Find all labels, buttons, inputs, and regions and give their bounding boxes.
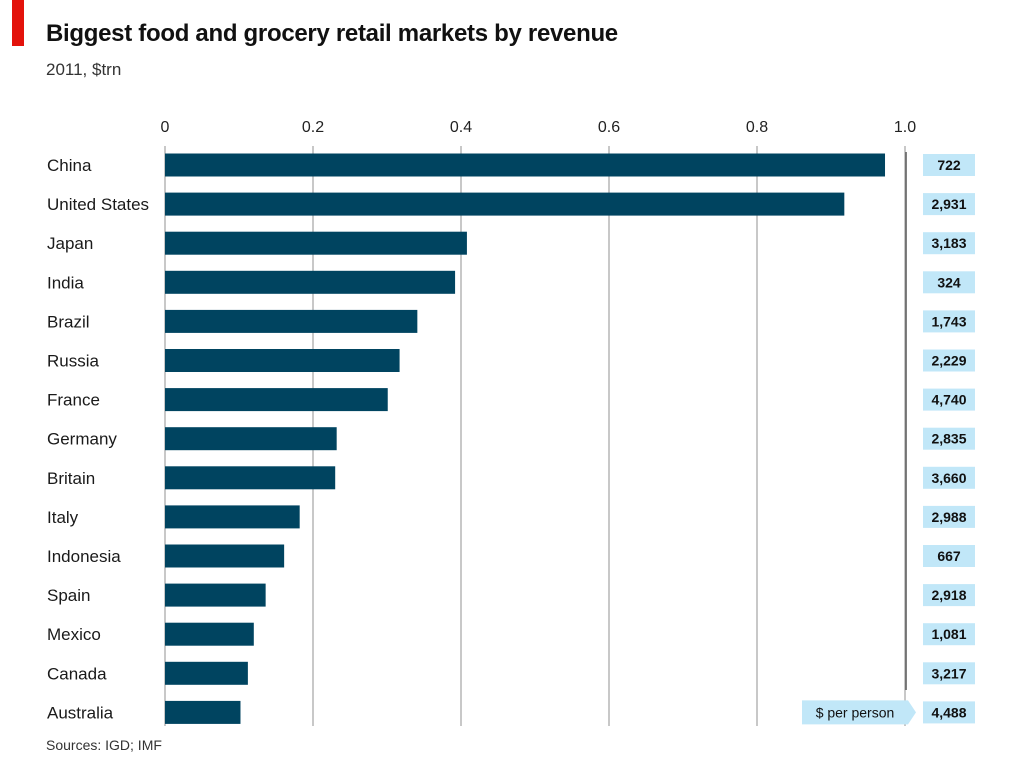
bar (165, 231, 467, 255)
per-person-box (923, 193, 975, 216)
bar (165, 466, 336, 490)
per-person-value: 324 (937, 274, 961, 290)
per-person-value: 2,931 (931, 196, 966, 212)
bar (165, 309, 418, 333)
category-label: France (47, 391, 100, 410)
chart-title: Biggest food and grocery retail markets … (46, 20, 618, 47)
per-person-box (923, 662, 975, 685)
category-label: United States (47, 195, 149, 214)
bar (165, 583, 266, 607)
per-person-callout (802, 700, 916, 725)
bar (165, 544, 285, 568)
category-label: China (47, 156, 92, 175)
per-person-box (923, 545, 975, 567)
per-person-value: 4,488 (931, 704, 966, 720)
per-person-box (923, 310, 975, 333)
chart-subtitle: 2011, $trn (46, 60, 122, 79)
category-label: Australia (47, 703, 114, 722)
accent-red-tag (12, 0, 24, 46)
category-label: Brazil (47, 312, 90, 331)
chart-source: Sources: IGD; IMF (46, 737, 162, 753)
category-label: Japan (47, 234, 93, 253)
per-person-value: 3,183 (931, 235, 966, 251)
category-label: Germany (47, 430, 117, 449)
per-person-value: 3,217 (931, 665, 966, 681)
x-tick-label: 0.8 (746, 119, 768, 136)
per-person-box (923, 584, 975, 607)
per-person-box (923, 701, 975, 724)
x-tick-label: 1.0 (894, 119, 916, 136)
per-person-value: 3,660 (931, 470, 966, 486)
category-label: Russia (47, 352, 100, 371)
per-person-value: 2,229 (931, 353, 966, 369)
bar (165, 505, 300, 529)
per-person-box (923, 466, 975, 489)
category-label: Britain (47, 469, 95, 488)
per-person-value: 2,835 (931, 431, 966, 447)
per-person-value: 4,740 (931, 392, 966, 408)
per-person-value: 667 (937, 548, 961, 564)
bar (165, 622, 254, 646)
category-label: Italy (47, 508, 79, 527)
bar (165, 700, 241, 724)
per-person-box (923, 349, 975, 372)
per-person-box (923, 232, 975, 255)
per-person-box (923, 505, 975, 528)
bar (165, 388, 388, 412)
per-person-value: 722 (937, 157, 961, 173)
bar (165, 661, 248, 685)
bar (165, 153, 886, 177)
per-person-value: 1,743 (931, 313, 966, 329)
category-label: Spain (47, 586, 90, 605)
bar (165, 349, 400, 372)
bar (165, 270, 456, 294)
x-tick-label: 0 (161, 119, 170, 136)
bar (165, 427, 337, 451)
per-person-value: 2,918 (931, 587, 966, 603)
x-tick-label: 0.6 (598, 119, 620, 136)
per-person-value: 1,081 (931, 626, 966, 642)
per-person-box (923, 388, 975, 411)
per-person-callout-label: $ per person (816, 704, 895, 720)
category-label: India (47, 273, 84, 292)
category-label: Mexico (47, 625, 101, 644)
category-label: Indonesia (47, 547, 121, 566)
per-person-box (923, 271, 975, 294)
per-person-box (923, 623, 975, 646)
x-tick-label: 0.4 (450, 119, 472, 136)
category-label: Canada (47, 664, 107, 683)
per-person-value: 2,988 (931, 509, 966, 525)
per-person-box (923, 427, 975, 450)
x-tick-label: 0.2 (302, 119, 324, 136)
per-person-box (923, 154, 975, 176)
bar (165, 192, 845, 216)
